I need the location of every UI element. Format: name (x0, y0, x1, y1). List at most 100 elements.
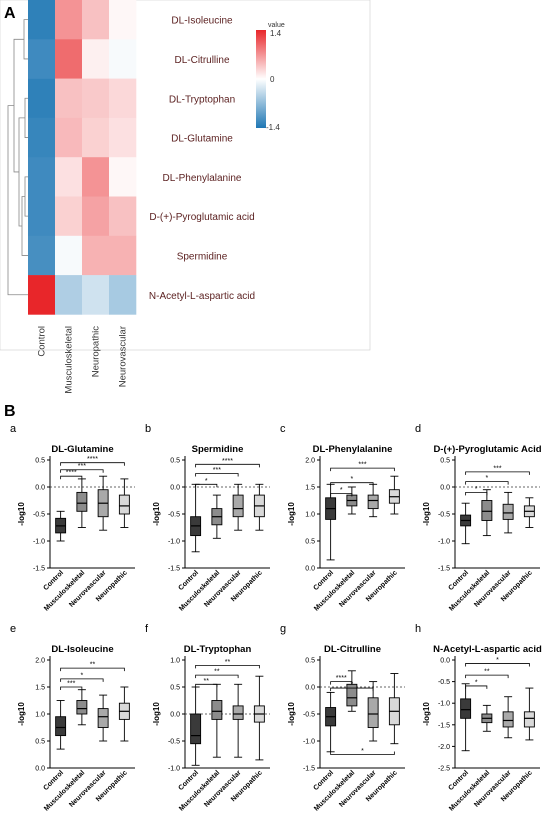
significance-bracket (195, 665, 260, 669)
y-tick-label: -0.5 (168, 739, 180, 746)
y-tick-label: -1.0 (438, 539, 450, 546)
subpanel-letter: a (10, 423, 17, 435)
significance-bracket (60, 469, 104, 473)
heatmap-cell (109, 0, 137, 40)
heatmap-row-label: DL-Citrulline (174, 55, 229, 66)
y-tick-label: 0.5 (305, 658, 315, 665)
significance-label: *** (67, 681, 75, 688)
significance-bracket (330, 751, 395, 755)
boxplot-e: eDL-Isoleucine0.00.51.01.52.0-log10Contr… (10, 623, 135, 813)
y-axis-label: -log10 (17, 502, 26, 526)
significance-bracket (330, 493, 353, 497)
heatmap-cell (28, 39, 56, 79)
heatmap-cell (55, 157, 83, 197)
subplot-title: Spermidine (192, 444, 244, 455)
heatmap-cell (82, 235, 110, 276)
significance-bracket (330, 681, 353, 685)
heatmap-cell (28, 235, 56, 276)
heatmap-cell (82, 78, 110, 119)
significance-label: ** (204, 678, 210, 685)
y-tick-label: 1.0 (305, 512, 315, 519)
y-tick-label: -1.0 (168, 766, 180, 773)
subpanel-letter: e (10, 623, 16, 635)
colorbar-max: 1.4 (270, 29, 282, 38)
subplot-title: DL-Tryptophan (184, 644, 252, 655)
heatmap-cell (109, 117, 137, 158)
heatmap-cell (109, 196, 137, 237)
y-tick-label: -0.5 (303, 712, 315, 719)
significance-label: * (475, 679, 478, 686)
heatmap-col-label: Neuropathic (91, 326, 102, 377)
significance-bracket (195, 483, 218, 488)
significance-label: **** (336, 675, 347, 682)
boxplot-c: cDL-Phenylalanine0.00.51.01.52.0-log10Co… (280, 423, 405, 613)
box (97, 708, 109, 728)
box (190, 713, 202, 745)
significance-label: *** (493, 465, 501, 472)
y-tick-label: 2.0 (35, 658, 45, 665)
heatmap-panel: A DL-Isoleucine DL-Citrulline DL-Tryptopha… (0, 0, 371, 394)
y-tick-label: -1.0 (303, 739, 315, 746)
x-tick-label: Neurovascular (203, 569, 243, 609)
box (481, 500, 493, 521)
significance-label: **** (66, 470, 77, 477)
significance-label: *** (78, 463, 86, 470)
box (502, 711, 514, 728)
y-tick-label: 0.5 (305, 539, 315, 546)
y-axis-label: -log10 (287, 702, 296, 726)
y-tick-label: -0.5 (438, 512, 450, 519)
heatmap-row-label: DL-Tryptophan (169, 94, 235, 105)
boxplot-f: fDL-Tryptophan-1.0-0.50.00.51.0-log10Con… (145, 623, 270, 813)
heatmap-cell (55, 196, 83, 237)
y-tick-label: -2.0 (438, 744, 450, 751)
heatmap-col-label: Musculoskeletal (64, 326, 75, 394)
significance-bracket (60, 678, 104, 682)
y-tick-label: -1.0 (438, 701, 450, 708)
significance-bracket (330, 482, 374, 486)
y-tick-label: 1.0 (170, 658, 180, 665)
subpanel-letter: g (280, 623, 286, 635)
subplot-title: DL-Isoleucine (51, 644, 113, 655)
y-tick-label: 1.5 (305, 485, 315, 492)
subpanel-letter: b (145, 423, 151, 435)
y-tick-label: 0.5 (35, 739, 45, 746)
y-axis-label: -log10 (17, 702, 26, 726)
panel-b-label: B (4, 403, 16, 420)
subplot-title: DL-Phenylalanine (313, 444, 393, 455)
y-tick-label: 0.0 (440, 658, 450, 665)
y-tick-label: -1.0 (33, 539, 45, 546)
significance-bracket (195, 683, 218, 688)
significance-label: ** (90, 662, 96, 669)
box (76, 700, 88, 715)
y-tick-label: 0.0 (440, 485, 450, 492)
significance-bracket (465, 674, 509, 679)
y-tick-label: 0.0 (35, 485, 45, 492)
y-tick-label: 1.5 (35, 685, 45, 692)
y-axis-label: -log10 (152, 702, 161, 726)
heatmap-cell (109, 157, 137, 197)
boxplot-h: h N-Acetyl-L-aspartic acid -2.5 -2.0 -1.5 -1.… (415, 623, 542, 813)
significance-bracket (465, 491, 488, 496)
significance-bracket (465, 685, 488, 689)
y-axis-label: -log10 (422, 702, 431, 726)
significance-label: * (205, 478, 208, 485)
significance-bracket (60, 686, 83, 690)
heatmap-row-labels: DL-Isoleucine DL-Citrulline DL-Tryptophan D… (149, 16, 255, 302)
subplot-title: DL-Glutamine (51, 444, 113, 455)
significance-label: * (475, 486, 478, 493)
significance-label: ** (225, 659, 231, 666)
significance-label: * (486, 475, 489, 482)
significance-label: * (81, 672, 84, 679)
colorbar-min: -1.4 (266, 123, 280, 132)
x-tick-label: Neurovascular (68, 769, 108, 809)
panel-a-label: A (4, 5, 16, 22)
y-tick-label: 0.5 (440, 458, 450, 465)
subpanel-letter: d (415, 423, 421, 435)
y-tick-label: 0.0 (305, 685, 315, 692)
y-tick-label: 2.0 (305, 458, 315, 465)
subpanel-letter: h (415, 623, 421, 635)
significance-bracket (195, 463, 260, 468)
heatmap-frame (0, 0, 371, 351)
heatmap-cell (82, 0, 110, 40)
